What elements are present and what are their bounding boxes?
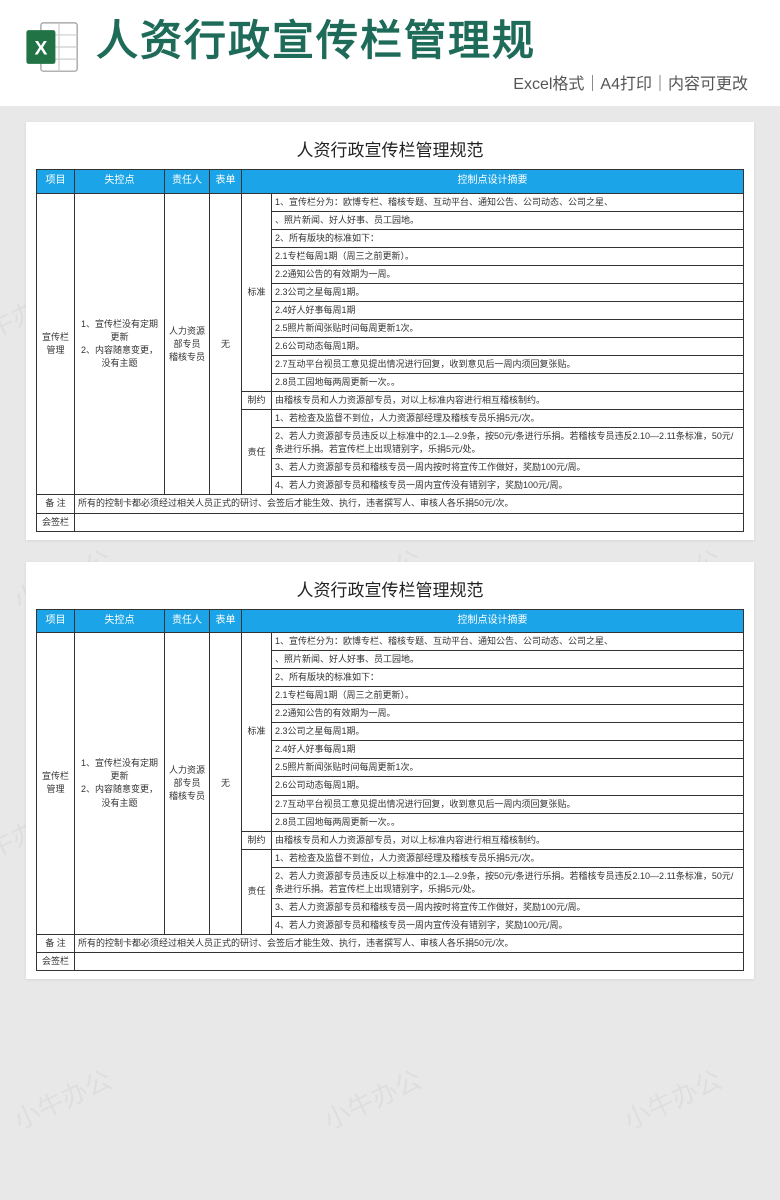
cell-responsible: 人力资源部专员稽核专员 <box>165 633 210 935</box>
cell-standard-row: 2.2通知公告的有效期为一周。 <box>272 265 744 283</box>
cell-standard-row: 1、宣传栏分为：欧博专栏、稽核专题、互动平台、通知公告、公司动态、公司之星、 <box>272 633 744 651</box>
svg-text:X: X <box>34 38 47 59</box>
cell-standard-row: 2.7互动平台视员工意见提出情况进行回复，收到意见后一周内须回复张贴。 <box>272 356 744 374</box>
cell-responsible: 人力资源部专员稽核专员 <box>165 193 210 495</box>
column-header: 责任人 <box>165 609 210 633</box>
cell-standard-row: 2.3公司之星每周1期。 <box>272 723 744 741</box>
cell-duty-row: 3、若人力资源部专员和稽核专员一周内按时将宣传工作做好，奖励100元/周。 <box>272 459 744 477</box>
cell-standard-row: 2.1专栏每周1期（周三之前更新）。 <box>272 687 744 705</box>
cell-standard-row: 2.4好人好事每周1期 <box>272 301 744 319</box>
cell-duty-row: 1、若检查及监督不到位，人力资源部经理及稽核专员乐捐5元/次。 <box>272 849 744 867</box>
cell-duty-row: 2、若人力资源部专员违反以上标准中的2.1—2.9条，按50元/条进行乐捐。若稽… <box>272 428 744 459</box>
cell-control-row: 由稽核专员和人力资源部专员，对以上标准内容进行相互稽核制约。 <box>272 831 744 849</box>
sheet-title: 人资行政宣传栏管理规范 <box>36 136 744 161</box>
page-subtitle: Excel格式｜A4打印｜内容可更改 <box>96 70 756 94</box>
cell-standard-row: 2.2通知公告的有效期为一周。 <box>272 705 744 723</box>
cell-standard-row: 2.8员工园地每两周更新一次。。 <box>272 813 744 831</box>
cell-standard-row: 2.6公司动态每周1期。 <box>272 777 744 795</box>
column-header: 表单 <box>210 609 242 633</box>
cell-duty-row: 3、若人力资源部专员和稽核专员一周内按时将宣传工作做好，奖励100元/周。 <box>272 898 744 916</box>
cell-control-label: 制约 <box>242 392 272 410</box>
cell-standard-row: 2.7互动平台视员工意见提出情况进行回复，收到意见后一周内须回复张贴。 <box>272 795 744 813</box>
cell-sign-label: 会签栏 <box>37 513 75 531</box>
page-title: 人资行政宣传栏管理规 <box>96 18 756 64</box>
cell-loss-point: 1、宣传栏没有定期更新2、内容随意变更，没有主题 <box>75 193 165 495</box>
column-header: 表单 <box>210 170 242 194</box>
spec-table: 项目失控点责任人表单控制点设计摘要宣传栏管理1、宣传栏没有定期更新2、内容随意变… <box>36 169 744 531</box>
cell-standard-row: 2、所有版块的标准如下： <box>272 229 744 247</box>
column-header: 失控点 <box>75 170 165 194</box>
spec-table: 项目失控点责任人表单控制点设计摘要宣传栏管理1、宣传栏没有定期更新2、内容随意变… <box>36 609 744 971</box>
cell-sign <box>75 952 744 970</box>
column-header: 失控点 <box>75 609 165 633</box>
cell-sign <box>75 513 744 531</box>
cell-duty-row: 4、若人力资源部专员和稽核专员一周内宣传没有错别字，奖励100元/周。 <box>272 477 744 495</box>
cell-standard-label: 标准 <box>242 633 272 832</box>
cell-standard-label: 标准 <box>242 193 272 392</box>
cell-standard-row: 2.5照片新闻张贴时间每周更新1次。 <box>272 320 744 338</box>
cell-form: 无 <box>210 193 242 495</box>
cell-standard-row: 、照片新闻、好人好事、员工园地。 <box>272 651 744 669</box>
cell-duty-row: 1、若检查及监督不到位，人力资源部经理及稽核专员乐捐5元/次。 <box>272 410 744 428</box>
cell-duty-row: 4、若人力资源部专员和稽核专员一周内宣传没有错别字，奖励100元/周。 <box>272 916 744 934</box>
column-header: 项目 <box>37 609 75 633</box>
document-preview-1: 人资行政宣传栏管理规范项目失控点责任人表单控制点设计摘要宣传栏管理1、宣传栏没有… <box>26 122 754 539</box>
cell-note-label: 备 注 <box>37 495 75 513</box>
cell-control-label: 制约 <box>242 831 272 849</box>
cell-project: 宣传栏管理 <box>37 193 75 495</box>
cell-duty-row: 2、若人力资源部专员违反以上标准中的2.1—2.9条，按50元/条进行乐捐。若稽… <box>272 867 744 898</box>
cell-standard-row: 2.3公司之星每周1期。 <box>272 283 744 301</box>
column-header: 责任人 <box>165 170 210 194</box>
cell-note-label: 备 注 <box>37 934 75 952</box>
column-header: 项目 <box>37 170 75 194</box>
excel-icon: X <box>24 18 82 76</box>
cell-standard-row: 2.5照片新闻张贴时间每周更新1次。 <box>272 759 744 777</box>
content-area: 人资行政宣传栏管理规范项目失控点责任人表单控制点设计摘要宣传栏管理1、宣传栏没有… <box>0 106 780 1017</box>
cell-standard-row: 1、宣传栏分为：欧博专栏、稽核专题、互动平台、通知公告、公司动态、公司之星、 <box>272 193 744 211</box>
cell-note: 所有的控制卡都必须经过相关人员正式的研讨、会签后才能生效、执行，违者撰写人、审核… <box>75 495 744 513</box>
cell-project: 宣传栏管理 <box>37 633 75 935</box>
column-header: 控制点设计摘要 <box>242 609 744 633</box>
column-header: 控制点设计摘要 <box>242 170 744 194</box>
cell-duty-label: 责任 <box>242 410 272 495</box>
cell-sign-label: 会签栏 <box>37 952 75 970</box>
cell-standard-row: 2.6公司动态每周1期。 <box>272 338 744 356</box>
cell-standard-row: 、照片新闻、好人好事、员工园地。 <box>272 211 744 229</box>
cell-standard-row: 2.4好人好事每周1期 <box>272 741 744 759</box>
cell-duty-label: 责任 <box>242 849 272 934</box>
cell-control-row: 由稽核专员和人力资源部专员，对以上标准内容进行相互稽核制约。 <box>272 392 744 410</box>
document-preview-2: 人资行政宣传栏管理规范项目失控点责任人表单控制点设计摘要宣传栏管理1、宣传栏没有… <box>26 562 754 979</box>
cell-form: 无 <box>210 633 242 935</box>
cell-standard-row: 2.1专栏每周1期（周三之前更新）。 <box>272 247 744 265</box>
sheet-title: 人资行政宣传栏管理规范 <box>36 576 744 601</box>
cell-standard-row: 2、所有版块的标准如下： <box>272 669 744 687</box>
cell-standard-row: 2.8员工园地每两周更新一次。。 <box>272 374 744 392</box>
page-header: X 人资行政宣传栏管理规 Excel格式｜A4打印｜内容可更改 <box>0 0 780 106</box>
cell-loss-point: 1、宣传栏没有定期更新2、内容随意变更，没有主题 <box>75 633 165 935</box>
cell-note: 所有的控制卡都必须经过相关人员正式的研讨、会签后才能生效、执行，违者撰写人、审核… <box>75 934 744 952</box>
